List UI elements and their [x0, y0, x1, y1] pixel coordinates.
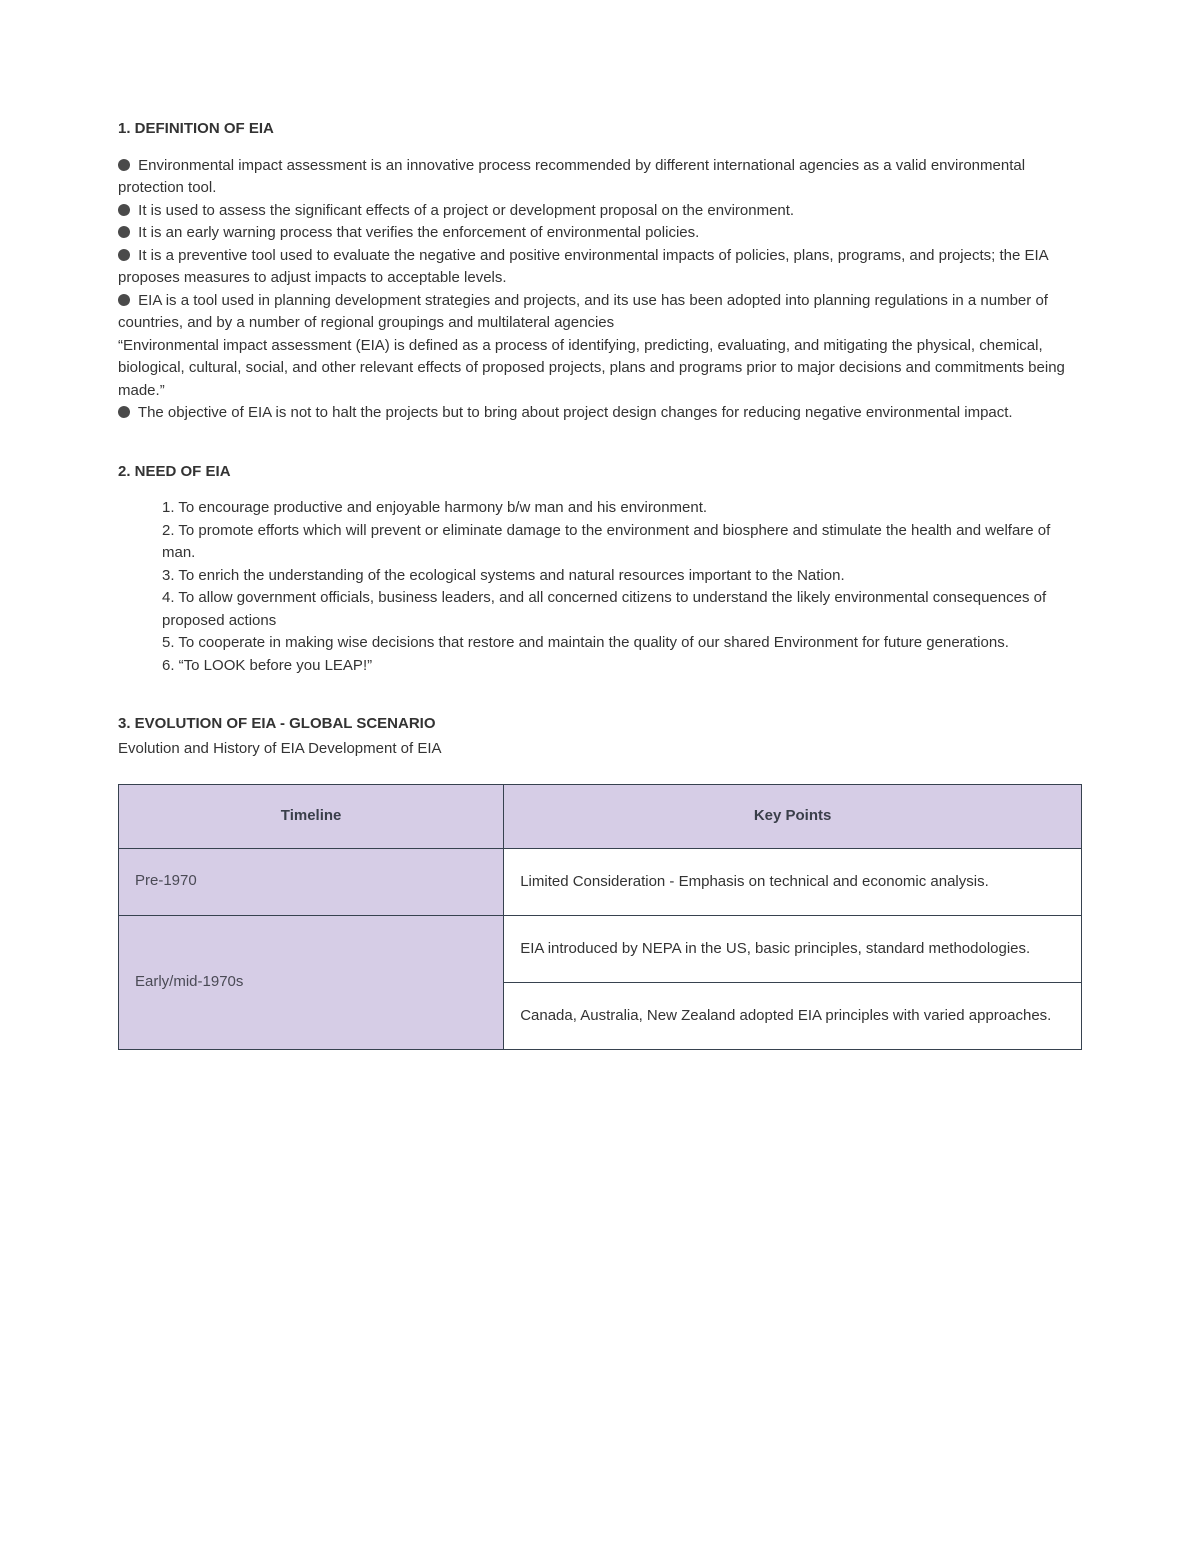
col-header-keypoints: Key Points — [504, 785, 1082, 849]
bullet-text: Environmental impact assessment is an in… — [118, 157, 1025, 197]
bullet-icon — [118, 406, 130, 418]
cell-keypoints: Limited Consideration - Emphasis on tech… — [504, 848, 1082, 915]
cell-keypoints: EIA introduced by NEPA in the US, basic … — [504, 915, 1082, 982]
definition-quote: “Environmental impact assessment (EIA) i… — [118, 335, 1082, 403]
section-need: 2. NEED OF EIA 1. To encourage productiv… — [118, 461, 1082, 678]
bullet-icon — [118, 249, 130, 261]
definition-body: Environmental impact assessment is an in… — [118, 155, 1082, 425]
bullet-text: It is used to assess the significant eff… — [138, 202, 794, 219]
evolution-table: Timeline Key Points Pre-1970 Limited Con… — [118, 784, 1082, 1050]
list-item: 1. To encourage productive and enjoyable… — [162, 497, 1082, 520]
cell-keypoints: Canada, Australia, New Zealand adopted E… — [504, 982, 1082, 1049]
cell-timeline: Early/mid-1970s — [119, 915, 504, 1049]
bullet-text: It is a preventive tool used to evaluate… — [118, 247, 1048, 287]
bullet-icon — [118, 159, 130, 171]
section-evolution: 3. EVOLUTION OF EIA - GLOBAL SCENARIO Ev… — [118, 713, 1082, 1050]
table-header-row: Timeline Key Points — [119, 785, 1082, 849]
list-item: 3. To enrich the understanding of the ec… — [162, 565, 1082, 588]
heading-definition: 1. DEFINITION OF EIA — [118, 118, 1082, 141]
list-item: 2. To promote efforts which will prevent… — [162, 520, 1082, 565]
evolution-subheading: Evolution and History of EIA Development… — [118, 738, 1082, 761]
need-list: 1. To encourage productive and enjoyable… — [118, 497, 1082, 677]
bullet-item: Environmental impact assessment is an in… — [118, 155, 1082, 200]
list-item: 4. To allow government officials, busine… — [162, 587, 1082, 632]
col-header-timeline: Timeline — [119, 785, 504, 849]
bullet-item: The objective of EIA is not to halt the … — [118, 402, 1082, 425]
bullet-icon — [118, 204, 130, 216]
bullet-icon — [118, 226, 130, 238]
bullet-text: The objective of EIA is not to halt the … — [138, 404, 1013, 421]
bullet-icon — [118, 294, 130, 306]
cell-timeline: Pre-1970 — [119, 848, 504, 915]
heading-need: 2. NEED OF EIA — [118, 461, 1082, 484]
bullet-text: EIA is a tool used in planning developme… — [118, 292, 1048, 332]
heading-evolution: 3. EVOLUTION OF EIA - GLOBAL SCENARIO — [118, 713, 1082, 736]
table-row: Pre-1970 Limited Consideration - Emphasi… — [119, 848, 1082, 915]
bullet-item: It is an early warning process that veri… — [118, 222, 1082, 245]
section-definition: 1. DEFINITION OF EIA Environmental impac… — [118, 118, 1082, 425]
bullet-item: EIA is a tool used in planning developme… — [118, 290, 1082, 335]
bullet-text: It is an early warning process that veri… — [138, 224, 699, 241]
list-item: 6. “To LOOK before you LEAP!” — [162, 655, 1082, 678]
list-item: 5. To cooperate in making wise decisions… — [162, 632, 1082, 655]
bullet-item: It is used to assess the significant eff… — [118, 200, 1082, 223]
table-row: Early/mid-1970s EIA introduced by NEPA i… — [119, 915, 1082, 982]
document-page: 1. DEFINITION OF EIA Environmental impac… — [0, 0, 1200, 1186]
bullet-item: It is a preventive tool used to evaluate… — [118, 245, 1082, 290]
